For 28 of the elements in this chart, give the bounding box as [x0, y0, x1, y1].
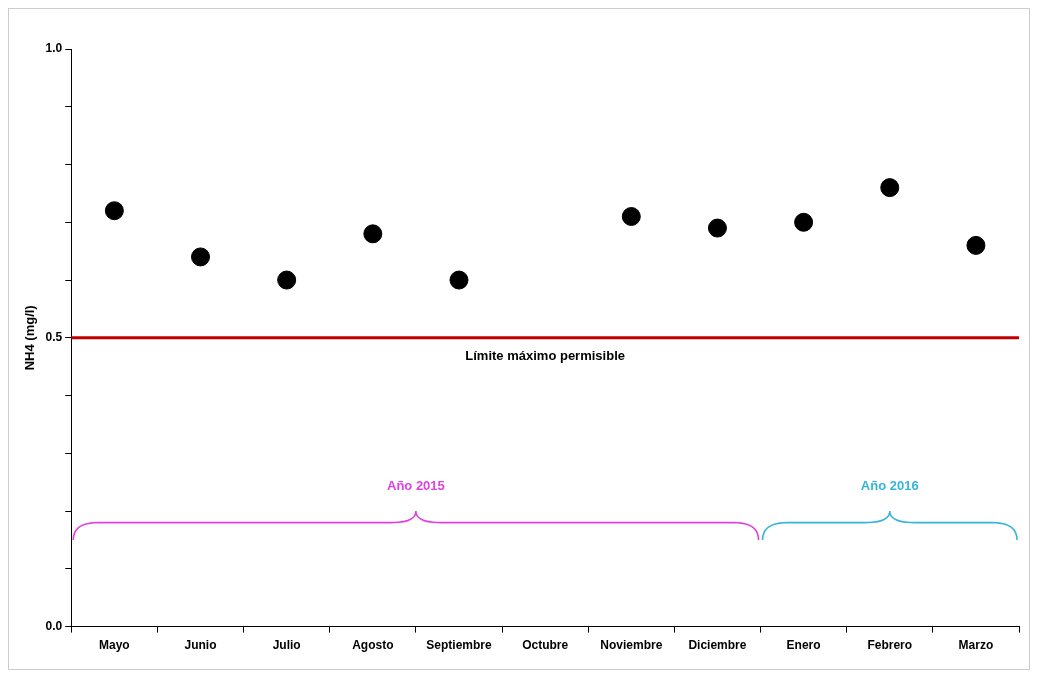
point [363, 224, 383, 244]
x-tick-label: Mayo [99, 638, 130, 653]
x-tick-label: Marzo [958, 638, 994, 653]
point [794, 212, 814, 232]
point [621, 207, 641, 226]
x-tick-label: Febrero [867, 638, 913, 653]
x-tick-label: Noviembre [600, 638, 663, 653]
annotation: Año 2016 [860, 477, 919, 493]
point [104, 201, 124, 221]
x-tick-label: Junio [184, 638, 217, 653]
point [191, 247, 211, 267]
point [966, 235, 986, 255]
annotation: Año 2015 [387, 477, 445, 493]
point [449, 270, 469, 290]
point [880, 178, 900, 198]
x-tick-label: Septiembre [426, 638, 492, 653]
x-tick-label: Enero [786, 638, 821, 653]
x-tick-label: Julio [272, 638, 301, 653]
x-tick-label: Agosto [352, 638, 394, 653]
y-tick-label: 0.0 [45, 618, 63, 633]
point [277, 270, 297, 290]
point [707, 218, 727, 238]
x-tick-label: Octubre [522, 638, 569, 653]
y-tick-label: 0.5 [45, 330, 63, 345]
ref-line-label: Límite máximo permisible [465, 347, 625, 363]
x-tick-label: Diciembre [688, 638, 747, 653]
y-tick-label: 1.0 [45, 41, 63, 56]
y-axis-title: NH4 (mg/l) [22, 305, 38, 371]
